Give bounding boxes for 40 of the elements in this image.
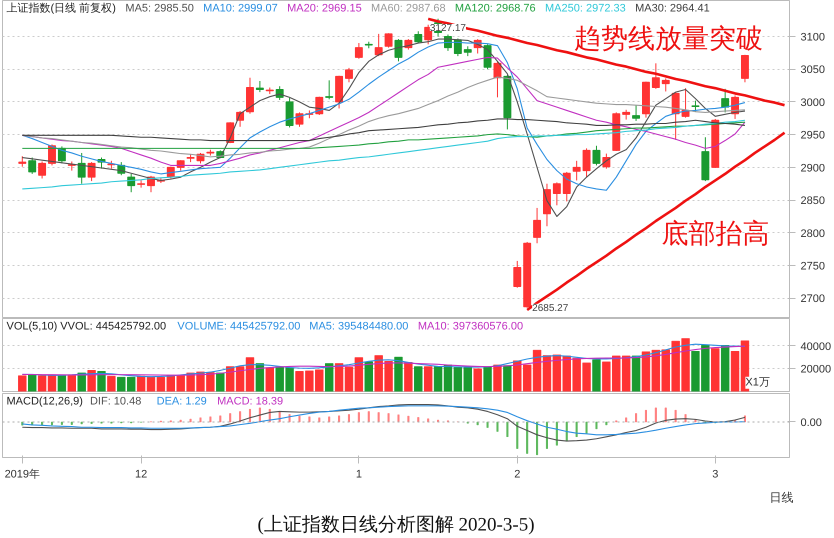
series-label: DIF: 10.48: [90, 396, 142, 408]
x-tick-label: 12: [134, 468, 148, 480]
y-tick-label: 2750: [800, 260, 825, 272]
y-tick-label: 3000: [800, 96, 825, 109]
text: MA30: 2964.41: [635, 2, 710, 14]
y-tick-label: 2900: [800, 162, 825, 174]
annotation: 底部抬高: [662, 218, 770, 249]
x-tick-label: 2: [514, 468, 520, 480]
annotation: 2685.27: [532, 302, 569, 314]
y-tick-label: 3050: [800, 64, 825, 76]
x-tick-label: 3: [712, 468, 718, 480]
chart-title: VOL(5,10) VVOL: 445425792.00: [6, 320, 166, 332]
annotation: X1万: [745, 376, 770, 389]
text: MA10: 2999.07: [203, 2, 278, 14]
y-tick-label: 2800: [800, 228, 825, 240]
x-tick-label: 1: [356, 468, 362, 480]
series-label: DEA: 1.29: [156, 396, 207, 408]
text: 日线: [770, 490, 794, 504]
y-tick-label: 20000: [800, 364, 832, 376]
chart-title: MACD(12,26,9): [6, 396, 83, 408]
chart-subtitle: VOLUME: 445425792.00: [177, 320, 300, 332]
annotation: 3127.17: [430, 23, 466, 34]
ref-line-label: 0.00: [800, 416, 822, 429]
y-tick-label: 40000: [800, 340, 832, 353]
x-tick-label: 2019年: [4, 468, 40, 480]
text: MA5: 2985.50: [125, 2, 194, 14]
text: MA20: 2969.15: [287, 2, 362, 14]
text: MA60: 2987.68: [371, 2, 446, 14]
y-tick-label: 2850: [800, 195, 825, 208]
text: MA10: 397360576.00: [418, 320, 524, 332]
y-tick-label: 3100: [800, 31, 825, 44]
y-tick-label: 2950: [800, 130, 825, 142]
text: MA120: 2968.76: [454, 2, 536, 14]
text: MA5: 395484480.00: [309, 320, 408, 332]
y-tick-label: 2700: [800, 293, 825, 306]
text: (上证指数日线分析图解 2020-3-5): [257, 514, 535, 536]
series-label: MACD: 18.39: [217, 396, 284, 408]
annotation: 趋势线放量突破: [574, 24, 763, 54]
text: MA250: 2972.33: [545, 2, 626, 14]
chart-title: 上证指数(日线 前复权): [6, 2, 116, 14]
